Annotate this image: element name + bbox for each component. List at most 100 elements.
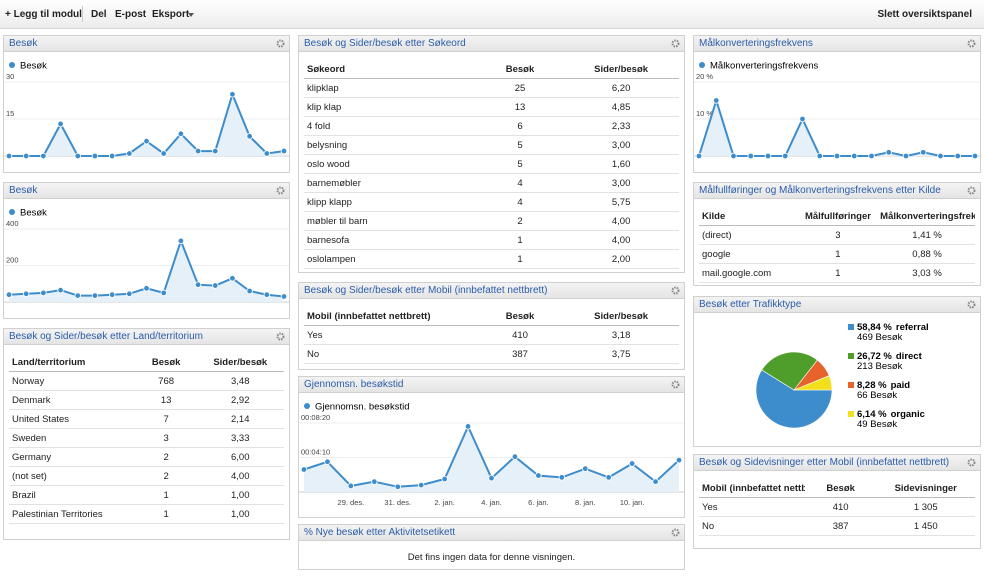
toolbar: + Legg til modul Del E-post Eksport Slet… xyxy=(0,0,984,29)
legend-swatch xyxy=(848,324,854,330)
legend-label: 26,72 % direct xyxy=(857,351,923,362)
x-tick-label: 4. jan. xyxy=(481,498,501,507)
table-cell: 1 450 xyxy=(876,516,975,536)
data-point xyxy=(324,458,331,465)
area xyxy=(9,240,284,302)
table-cell: 4,00 xyxy=(563,230,679,250)
gear-shape xyxy=(276,39,285,48)
table-cell: klipp klapp xyxy=(304,192,477,212)
table-cell: Palestinian Territories xyxy=(9,504,136,524)
add-module-button[interactable]: + Legg til modul xyxy=(5,9,82,20)
settings-icon[interactable] xyxy=(671,380,680,389)
data-point xyxy=(212,282,219,289)
data-point xyxy=(582,465,589,472)
settings-icon[interactable] xyxy=(276,332,285,341)
column-header: Målkonverteringsfrekvens xyxy=(879,207,975,226)
gear-shape xyxy=(671,528,680,537)
email-button[interactable]: E-post xyxy=(115,9,147,20)
data-point xyxy=(347,482,355,490)
widget: Besøk etter Trafikktype 58,84 % referral 46… xyxy=(693,296,981,447)
table-cell: 2 xyxy=(135,466,197,486)
table-cell: 6 xyxy=(476,116,564,136)
data-point xyxy=(57,120,64,128)
y-tick-label: 00:04:10 xyxy=(301,448,330,457)
widget-header: % Nye besøk etter Aktivitetsetikett xyxy=(299,525,684,541)
data-point xyxy=(194,281,202,288)
table-row: google 1 0,88 % xyxy=(699,244,975,264)
table-cell: 2,33 xyxy=(563,116,679,136)
table-cell: 1 305 xyxy=(876,497,975,517)
x-tick-label: 8. jan. xyxy=(575,498,595,507)
table-cell: 25 xyxy=(476,78,564,98)
data-point xyxy=(954,152,961,160)
widget-title: % Nye besøk etter Aktivitetsetikett xyxy=(304,527,456,538)
legend-label: 6,14 % organic xyxy=(857,409,925,420)
data-point xyxy=(74,292,81,299)
widget-title: Gjennomsn. besøkstid xyxy=(304,379,404,390)
chart: Besøk 30 15 xyxy=(4,61,289,160)
data-point xyxy=(91,152,99,160)
column-header: Målfullføringer xyxy=(796,207,880,226)
table-cell: 5 xyxy=(476,154,564,174)
data-table: Mobil (innbefattet nettbrett) Besøk Sider/… xyxy=(304,307,679,364)
widget: Målkonverteringsfrekvens Målkonverterings… xyxy=(693,35,981,173)
column-header: Besøk xyxy=(476,307,564,326)
settings-icon[interactable] xyxy=(671,286,680,295)
data-point xyxy=(5,291,13,298)
table-row: No 387 1 450 xyxy=(699,516,975,536)
table-cell: 3,00 xyxy=(563,135,679,155)
settings-icon[interactable] xyxy=(671,528,680,537)
slice-count-label: 469 Besøk xyxy=(857,332,903,343)
gear-shape xyxy=(671,286,680,295)
widget: Gjennomsn. besøkstid Gjennomsn. besøkstid… xyxy=(298,376,685,518)
settings-icon[interactable] xyxy=(276,186,285,195)
data-point xyxy=(126,150,133,157)
slice-name: referral xyxy=(896,322,929,333)
widget: Besøk og Sider/besøk etter Mobil (innbef… xyxy=(298,282,685,370)
widget-header: Besøk og Sider/besøk etter Land/territor… xyxy=(4,329,289,345)
settings-icon[interactable] xyxy=(967,458,976,467)
legend-marker xyxy=(699,62,705,68)
data-point xyxy=(22,290,30,297)
table-cell: 0,88 % xyxy=(879,244,975,264)
slice-value-label: 58,84 % xyxy=(857,322,892,333)
slice-count-label: 213 Besøk xyxy=(857,361,903,372)
share-button[interactable]: Del xyxy=(91,9,107,20)
table-cell: Denmark xyxy=(9,390,136,410)
data-table: KildeMålfullføringerMålkonverteringsfrek… xyxy=(699,207,975,283)
table-cell: 768 xyxy=(135,371,197,391)
table-cell: 7 xyxy=(135,409,197,429)
gear-shape xyxy=(967,186,976,195)
data-point xyxy=(868,152,875,160)
widget-title: Besøk og Sidevisninger etter Mobil (innb… xyxy=(699,457,950,468)
table-cell: 3,18 xyxy=(563,325,679,345)
table-row: klip klap 13 4,85 xyxy=(304,97,679,117)
export-button[interactable]: Eksport xyxy=(152,9,190,20)
delete-dashboard-button[interactable]: Slett oversiktspanel xyxy=(877,9,972,20)
data-point xyxy=(971,152,979,160)
table-row: (direct) 3 1,41 % xyxy=(699,225,975,245)
legend-swatch xyxy=(848,353,854,359)
widget-header: Besøk xyxy=(4,36,289,52)
data-point xyxy=(108,291,116,298)
settings-icon[interactable] xyxy=(276,39,285,48)
data-point xyxy=(371,478,378,485)
table-row: oslo wood 5 1,60 xyxy=(304,154,679,174)
table-cell: 6,00 xyxy=(196,447,284,467)
settings-icon[interactable] xyxy=(967,300,976,309)
gear-shape xyxy=(276,186,285,195)
widget-header: Målkonverteringsfrekvens xyxy=(694,36,980,52)
settings-icon[interactable] xyxy=(967,186,976,195)
settings-icon[interactable] xyxy=(967,39,976,48)
table-row: United States 7 2,14 xyxy=(9,409,284,429)
data-table: Land/territorium Besøk Sider/besøk Norway 76… xyxy=(9,353,284,524)
widget-title: Målkonverteringsfrekvens xyxy=(699,38,813,49)
settings-icon[interactable] xyxy=(671,39,680,48)
legend-marker xyxy=(9,209,15,215)
widget: Besøk Besøk 400 200 xyxy=(3,182,290,319)
slice-value-label: 26,72 % xyxy=(857,351,892,362)
column-header: Sider/besøk xyxy=(563,307,679,326)
data-point xyxy=(937,152,944,160)
